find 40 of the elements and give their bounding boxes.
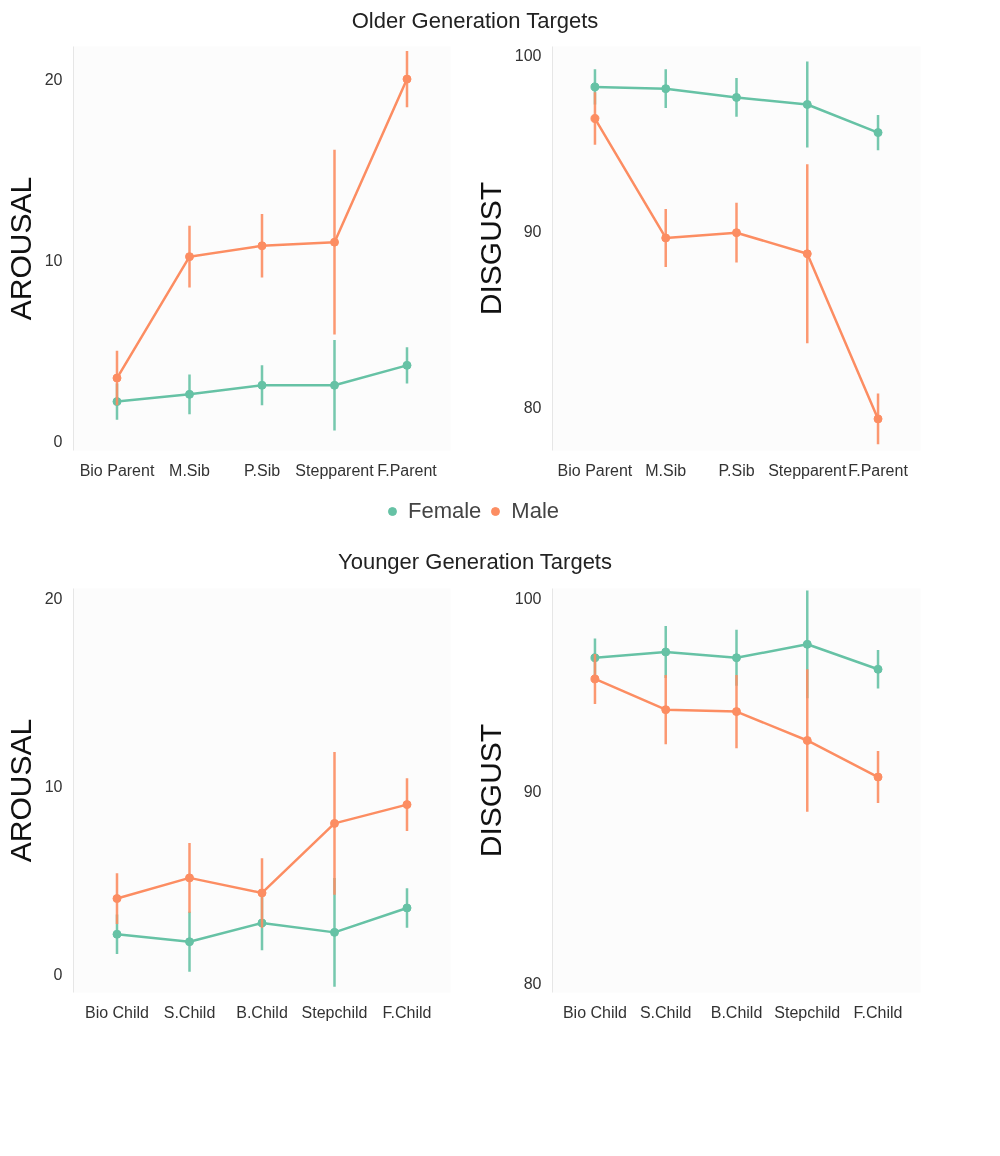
x-tick-label: Stepchild [774, 1003, 841, 1021]
x-tick-label: F.Child [853, 1003, 903, 1021]
y-axis-title: AROUSAL [3, 718, 37, 863]
y-axis-title: DISGUST [473, 723, 507, 858]
x-tick-label: Stepchild [301, 1003, 368, 1021]
y-tick-label: 20 [44, 71, 63, 89]
x-tick-label: P.Sib [243, 461, 281, 479]
x-tick-label: Bio Child [562, 1003, 627, 1021]
x-tick-label: Stepparent [768, 461, 847, 479]
y-tick-label: 0 [53, 433, 63, 451]
y-tick-label: 20 [44, 589, 63, 607]
legend-label: Male [511, 498, 560, 525]
x-tick-label: Stepparent [295, 461, 375, 479]
y-tick-label: 90 [523, 223, 542, 241]
x-tick-label: B.Child [710, 1003, 763, 1021]
chart-title: Older Generation Targets [351, 7, 599, 35]
x-tick-label: F.Parent [377, 461, 438, 479]
y-tick-label: 80 [523, 399, 542, 417]
y-tick-label: 0 [53, 965, 63, 983]
chart-title: Younger Generation Targets [338, 548, 612, 577]
y-tick-label: 100 [514, 589, 542, 607]
x-tick-label: F.Parent [848, 461, 909, 479]
y-axis-title: DISGUST [473, 182, 507, 316]
y-tick-label: 10 [44, 777, 63, 795]
x-tick-label: Bio Child [84, 1003, 150, 1021]
x-tick-label: M.Sib [169, 461, 211, 479]
y-tick-label: 100 [514, 47, 542, 65]
x-tick-label: Bio Parent [79, 461, 155, 479]
x-tick-label: F.Child [382, 1003, 432, 1021]
x-tick-label: S.Child [163, 1003, 216, 1021]
x-tick-label: S.Child [639, 1003, 692, 1021]
y-tick-label: 90 [523, 782, 542, 800]
y-axis-title: AROUSAL [3, 177, 37, 321]
y-tick-label: 10 [44, 252, 63, 270]
x-tick-label: Bio Parent [557, 461, 633, 479]
x-tick-label: M.Sib [645, 461, 687, 479]
y-tick-label: 80 [523, 974, 542, 992]
x-tick-label: P.Sib [718, 461, 755, 479]
legend-label: Female [407, 498, 482, 525]
x-tick-label: B.Child [236, 1003, 288, 1021]
